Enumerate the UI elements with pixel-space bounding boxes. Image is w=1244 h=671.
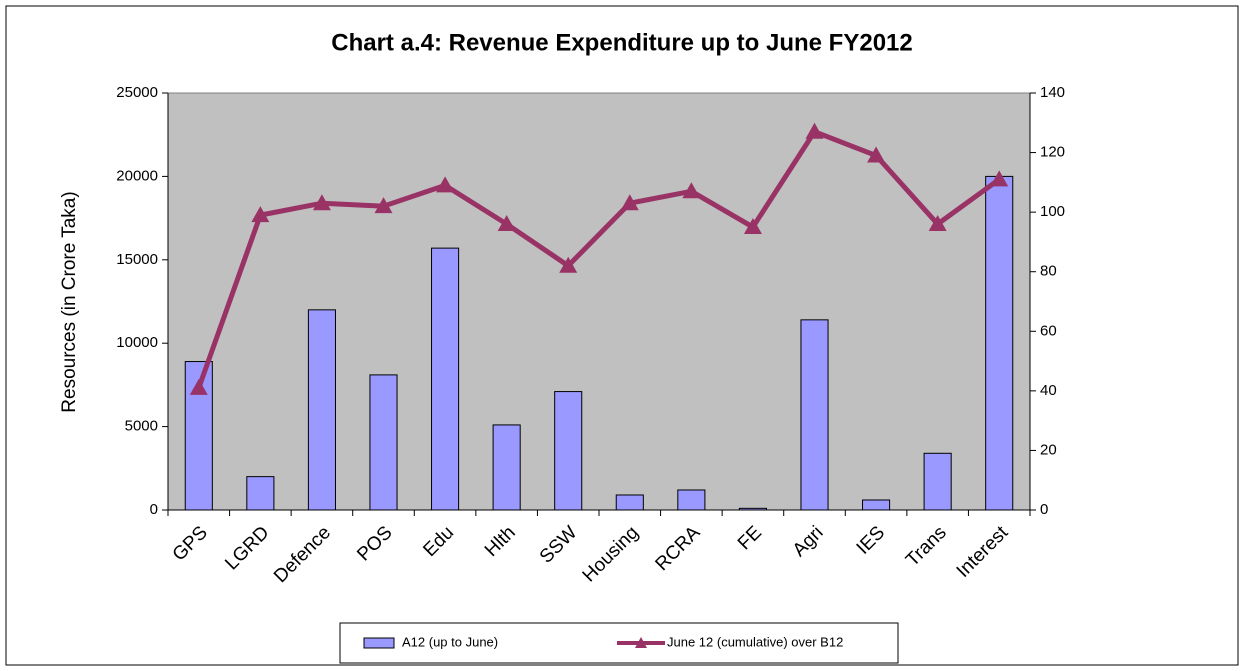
bar bbox=[246, 476, 275, 511]
line-marker bbox=[374, 197, 393, 214]
bar bbox=[554, 391, 583, 511]
line-marker bbox=[559, 256, 578, 273]
y2-tick-label: 120 bbox=[1040, 144, 1065, 161]
bar bbox=[985, 175, 1014, 511]
line-marker bbox=[312, 194, 331, 211]
line-marker bbox=[497, 215, 516, 232]
bar bbox=[615, 494, 644, 511]
y2-tick-label: 20 bbox=[1040, 441, 1057, 458]
line-marker bbox=[743, 218, 762, 235]
line-marker bbox=[620, 194, 639, 211]
line-marker bbox=[928, 215, 947, 232]
y2-tick-label: 40 bbox=[1040, 382, 1057, 399]
line-marker bbox=[805, 122, 824, 139]
bar bbox=[492, 424, 521, 511]
legend-swatch bbox=[363, 637, 395, 649]
bar bbox=[369, 374, 398, 511]
bar bbox=[307, 309, 336, 511]
y-tick-label: 10000 bbox=[116, 334, 158, 351]
y2-tick-label: 60 bbox=[1040, 322, 1057, 339]
bar bbox=[431, 247, 460, 511]
line-marker bbox=[251, 206, 270, 223]
y-tick-label: 0 bbox=[150, 501, 158, 518]
bar bbox=[923, 452, 952, 511]
y2-tick-label: 100 bbox=[1040, 203, 1065, 220]
legend-marker bbox=[635, 637, 647, 648]
bar bbox=[862, 499, 891, 511]
y2-tick-label: 0 bbox=[1040, 501, 1048, 518]
line-marker bbox=[867, 146, 886, 163]
bar bbox=[800, 319, 829, 511]
bar bbox=[738, 507, 767, 511]
y-tick-label: 20000 bbox=[116, 167, 158, 184]
y-tick-label: 5000 bbox=[125, 418, 158, 435]
legend-label: A12 (up to June) bbox=[402, 634, 498, 649]
line-marker bbox=[189, 378, 208, 395]
plot-area bbox=[167, 92, 1031, 511]
line-marker bbox=[990, 170, 1009, 187]
y-tick-label: 15000 bbox=[116, 251, 158, 268]
line-marker bbox=[682, 182, 701, 199]
chart-title: Chart a.4: Revenue Expenditure up to Jun… bbox=[331, 29, 912, 56]
line bbox=[196, 129, 1001, 389]
bar bbox=[677, 489, 706, 511]
legend-label: June 12 (cumulative) over B12 bbox=[667, 634, 843, 649]
y2-tick-label: 80 bbox=[1040, 263, 1057, 280]
line-marker bbox=[436, 176, 455, 193]
y-tick-label: 25000 bbox=[116, 84, 158, 101]
y-axis-label: Resources (in Crore Taka) bbox=[59, 191, 80, 412]
y2-tick-label: 140 bbox=[1040, 84, 1065, 101]
